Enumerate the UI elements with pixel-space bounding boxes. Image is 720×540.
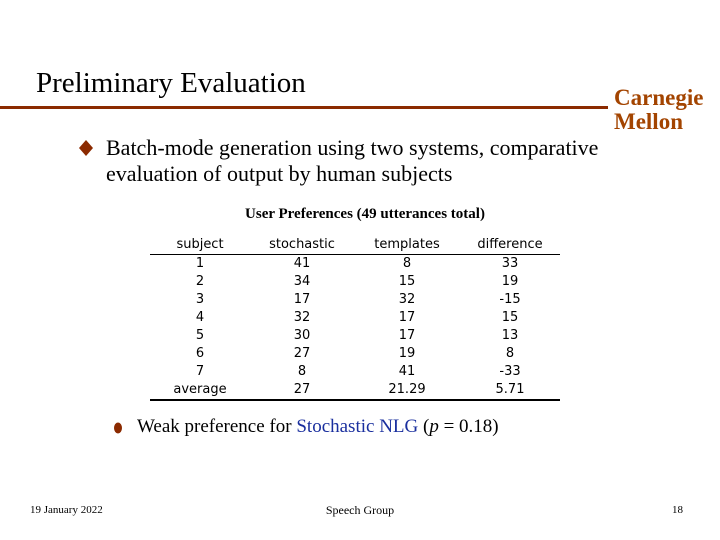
bullet-text: Batch-mode generation using two systems,… [106,135,599,186]
cell-difference: 13 [501,328,519,343]
header-templates: templates [374,237,440,252]
brand-logo-text: Carnegie Mellon [614,86,703,134]
cell-difference: 8 [505,346,515,361]
table-row: 2 34 15 19 [150,273,560,291]
cell-difference: 15 [501,310,519,325]
footer-date: 19 January 2022 [30,504,103,516]
title-rule [0,106,608,109]
cell-templates: 15 [398,274,416,289]
table-header-row: subject stochastic templates difference [150,236,560,255]
cell-subject: 5 [195,328,205,343]
sub-bullet-suffix: = 0.18) [438,416,499,437]
cell-stochastic: 27 [293,346,311,361]
cell-subject: 7 [195,364,205,379]
cell-stochastic: 27 [293,382,311,397]
cell-subject: average [173,382,227,397]
cell-difference: -33 [499,364,521,379]
cell-stochastic: 41 [293,256,311,271]
sub-bullet-text: Weak preference for Stochastic NLG (p = … [137,415,499,439]
brand-line-2: Mellon [614,109,683,134]
cell-stochastic: 8 [297,364,307,379]
cell-subject: 2 [195,274,205,289]
cell-difference: 5.71 [495,382,525,397]
cell-stochastic: 32 [293,310,311,325]
cell-templates: 21.29 [388,382,426,397]
brand-line-1: Carnegie [614,85,704,110]
dot-bullet-icon [114,422,122,434]
footer-page-number: 18 [672,504,683,516]
footer-center: Speech Group [325,503,395,517]
cell-subject: 1 [195,256,205,271]
cell-difference: 19 [501,274,519,289]
cell-templates: 32 [398,292,416,307]
p-value-symbol: p [429,416,439,437]
preferences-table: subject stochastic templates difference … [150,236,560,401]
cell-subject: 3 [195,292,205,307]
cell-stochastic: 34 [293,274,311,289]
cell-difference: 33 [501,256,519,271]
header-subject: subject [176,237,224,252]
cell-subject: 4 [195,310,205,325]
cell-templates: 41 [398,364,416,379]
table-caption: User Preferences (49 utterances total) [245,206,485,222]
cell-subject: 6 [195,346,205,361]
table-row: 3 17 32 -15 [150,291,560,309]
table-row: 1 41 8 33 [150,255,560,273]
sub-bullet-prefix: Weak preference for [137,416,297,437]
cell-templates: 17 [398,328,416,343]
cell-difference: -15 [499,292,521,307]
cell-stochastic: 17 [293,292,311,307]
table-average-row: average 27 21.29 5.71 [150,381,560,401]
header-difference: difference [477,237,543,252]
cell-stochastic: 30 [293,328,311,343]
table-row: 7 8 41 -33 [150,363,560,381]
cell-templates: 19 [398,346,416,361]
sub-bullet-middle: ( [418,416,430,437]
cell-templates: 8 [402,256,412,271]
table-row: 5 30 17 13 [150,327,560,345]
diamond-bullet-icon [79,140,93,156]
slide-title: Preliminary Evaluation [36,67,306,99]
cell-templates: 17 [398,310,416,325]
table-row: 6 27 19 8 [150,345,560,363]
sub-bullet-highlight: Stochastic NLG [296,416,419,437]
header-stochastic: stochastic [269,237,335,252]
table-row: 4 32 17 15 [150,309,560,327]
